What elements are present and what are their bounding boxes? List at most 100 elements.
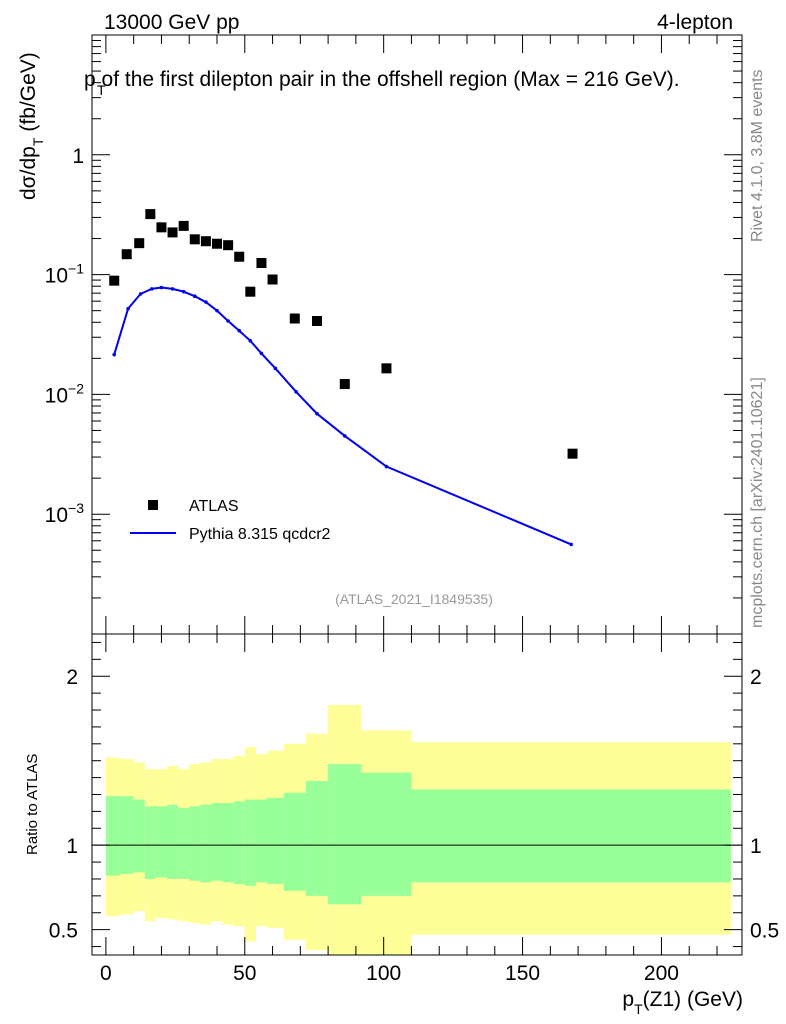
main-axis-ticks [92,35,742,635]
pythia-point [237,328,242,333]
x-tick-label: 150 [505,962,540,985]
tick-label-base: 1 [72,145,84,168]
ratio-band-stat [283,792,306,891]
ratio-plot-marks [92,704,742,955]
ratio-y-tick-label-right: 1 [750,835,762,858]
pythia-point [138,292,143,296]
ratio-y-axis-label: Ratio to ATLAS [24,754,41,855]
pythia-line [113,286,572,546]
svg-text:dσ/dpT(fb/GeV): dσ/dpT (fb/GeV) [17,52,46,200]
x-label-rest: (Z1) (GeV) [643,988,743,1011]
ratio-band-stat [305,780,329,896]
plot-title: p of the first dilepton pair in the offs… [84,68,680,91]
ratio-band-stat [155,806,167,878]
atlas-marker [289,313,300,324]
x-tick-label: 0 [100,962,112,985]
atlas-marker [121,249,132,260]
tick-label-exponent: −3 [68,500,84,516]
ratio-band-stat [144,806,156,879]
ratio-band-stat [267,797,284,885]
pythia-point [315,411,319,416]
pythia-point [204,300,208,304]
pythia-point [384,464,389,469]
main-y-tick-label: 10−3 [45,500,85,527]
atlas-marker [189,234,200,245]
atlas-marker [312,315,322,326]
pythia-point [259,351,264,356]
pythia-point [159,285,164,290]
tick-label-exponent: −2 [68,380,84,396]
atlas-marker [145,209,156,220]
ratio-tick-labels: 0.5 0.5 1 1 2 2 0 50 100 150 200 [49,666,779,985]
ratio-band-stat [105,796,120,876]
plot-title-subscript: T [97,82,106,98]
x-axis-label: pT(Z1) (GeV) [622,988,743,1017]
pythia-point [192,294,197,299]
pythia-point [149,287,154,291]
x-tick-label: 200 [644,962,679,985]
y-label-main: dσ/dp [17,146,40,200]
ratio-y-tick-label-left: 2 [66,666,78,689]
analysis-id-label: (ATLAS_2021_I1849535) [335,591,493,607]
atlas-marker [109,275,120,286]
process-label: 4-lepton [657,11,733,34]
legend: ATLAS Pythia 8.315 qcdcr2 [130,498,331,543]
atlas-marker [339,379,350,390]
ratio-band-stat [189,806,201,881]
ratio-band-stat [233,801,245,885]
energy-label: 13000 GeV pp [104,11,239,34]
x-label-subscript: T [634,1001,643,1017]
ratio-y-tick-label-left: 0.5 [49,920,78,943]
tick-label-base: 10 [45,504,68,527]
pythia-point [181,289,186,294]
legend-label-pythia: Pythia 8.315 qcdcr2 [189,526,331,543]
atlas-marker [167,227,178,238]
pythia-point [569,542,573,547]
main-y-tick-label: 10−1 [45,261,85,288]
ratio-band-stat [133,799,145,873]
atlas-marker [234,251,245,262]
main-y-tick-label: 10−2 [45,380,85,407]
ratio-panel: 0.5 0.5 1 1 2 2 0 50 100 150 200 Ratio to ATLAS pT… [24,633,779,1017]
pythia-point [215,308,219,313]
legend-marker-atlas [148,500,158,510]
svg-text:pT(Z1) (GeV): pT(Z1) (GeV) [622,988,743,1017]
ratio-axis-ticks [92,634,742,955]
ratio-band-stat [244,799,256,886]
ratio-band-stat [328,764,362,905]
ratio-band-stat [200,804,212,883]
ratio-band-stat [222,802,234,883]
atlas-marker [245,286,256,297]
main-plot-marks [109,209,578,547]
pythia-point [248,339,253,343]
atlas-marker [223,240,234,251]
legend-label-atlas: ATLAS [189,498,239,515]
pythia-point [126,306,130,311]
atlas-marker [178,220,189,231]
atlas-marker [200,236,211,247]
tick-label-exponent: −1 [68,261,84,277]
main-y-tick-label: 1 [72,145,84,168]
ratio-band-stat [178,808,190,879]
ratio-band-stat [255,799,267,883]
main-plot-frame [91,34,743,635]
atlas-marker [134,238,145,249]
atlas-marker [156,222,167,233]
main-y-tick-labels: 110−110−210−3 [45,145,85,527]
ratio-band-stat [211,802,223,881]
ratio-band-stat [167,804,179,879]
atlas-marker [256,257,267,268]
pythia-point [342,434,347,438]
ratio-y-tick-label-left: 1 [66,835,78,858]
atlas-marker [267,274,278,285]
y-label-unit: (fb/GeV) [17,52,40,131]
ratio-y-tick-label-right: 2 [750,666,762,689]
tick-label-base: 10 [45,384,68,407]
y-label-subscript: T [30,137,46,146]
atlas-marker [567,448,578,459]
x-tick-label: 50 [233,962,256,985]
ratio-band-stat [411,789,731,883]
main-y-axis-label: dσ/dpT (fb/GeV) [17,52,46,200]
ratio-y-tick-label-right: 0.5 [750,920,779,943]
